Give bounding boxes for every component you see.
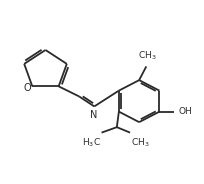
- Text: H$_3$C: H$_3$C: [81, 137, 100, 149]
- Text: CH$_3$: CH$_3$: [137, 49, 156, 62]
- Text: CH$_3$: CH$_3$: [130, 137, 149, 149]
- Text: O: O: [23, 83, 31, 93]
- Text: OH: OH: [178, 107, 192, 116]
- Text: N: N: [89, 110, 96, 120]
